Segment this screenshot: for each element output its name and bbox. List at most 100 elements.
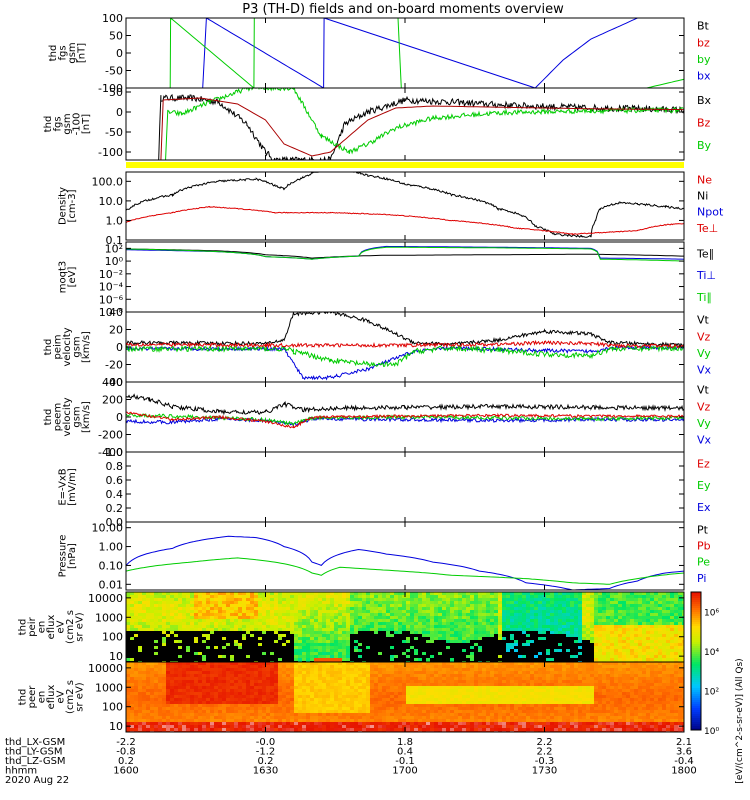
spec-cell xyxy=(482,634,486,637)
spec-cell xyxy=(210,725,214,728)
spec-cell xyxy=(174,662,178,665)
spec-cell xyxy=(550,592,554,595)
spec-cell xyxy=(298,649,302,652)
spec-cell xyxy=(606,628,610,631)
spec-cell xyxy=(230,619,234,622)
spec-cell xyxy=(334,728,338,731)
spec-cell xyxy=(150,592,154,595)
spec-cell xyxy=(126,634,130,637)
spec-cell xyxy=(298,707,302,710)
spec-cell xyxy=(426,607,430,610)
spec-cell xyxy=(150,671,154,674)
spec-cell xyxy=(286,692,290,695)
spec-cell xyxy=(418,598,422,601)
ylabel-line: [km/s] xyxy=(81,401,92,433)
spec-cell xyxy=(638,655,642,658)
spec-cell xyxy=(278,616,282,619)
spec-cell xyxy=(278,725,282,728)
spec-cell xyxy=(330,680,334,683)
spec-cell xyxy=(490,643,494,646)
spec-cell xyxy=(334,622,338,625)
spec-cell xyxy=(294,704,298,707)
spec-cell xyxy=(294,722,298,725)
spec-cell xyxy=(382,631,386,634)
spec-cell xyxy=(226,671,230,674)
spec-cell xyxy=(298,658,302,661)
spec-cell xyxy=(258,631,262,634)
spec-cell xyxy=(214,592,218,595)
spec-cell xyxy=(130,634,134,637)
spec-cell xyxy=(154,710,158,713)
spec-cell xyxy=(306,674,310,677)
spec-cell xyxy=(630,598,634,601)
spec-cell xyxy=(338,689,342,692)
spec-cell xyxy=(334,658,338,661)
spec-cell xyxy=(158,601,162,604)
spec-cell xyxy=(314,607,318,610)
spec-cell xyxy=(226,628,230,631)
spec-cell xyxy=(162,646,166,649)
spec-cell xyxy=(234,607,238,610)
spec-cell xyxy=(322,607,326,610)
spec-cell xyxy=(450,634,454,637)
spec-cell xyxy=(298,686,302,689)
spec-cell xyxy=(182,668,186,671)
spec-cell xyxy=(250,710,254,713)
spec-cell xyxy=(366,622,370,625)
spec-cell xyxy=(250,722,254,725)
spec-cell xyxy=(634,616,638,619)
spec-cell xyxy=(134,671,138,674)
spec-cell xyxy=(230,674,234,677)
spec-cell xyxy=(510,643,514,646)
spec-cell xyxy=(230,598,234,601)
spec-cell xyxy=(422,655,426,658)
spec-cell xyxy=(510,622,514,625)
spec-cell xyxy=(302,680,306,683)
spec-cell xyxy=(538,643,542,646)
spec-cell xyxy=(318,601,322,604)
spec-cell xyxy=(454,595,458,598)
spec-cell xyxy=(278,604,282,607)
spec-cell xyxy=(238,662,242,665)
spec-cell xyxy=(130,646,134,649)
spec-cell xyxy=(610,625,614,628)
spec-cell xyxy=(202,634,206,637)
spec-cell xyxy=(386,658,390,661)
spec-cell xyxy=(370,613,374,616)
spec-cell xyxy=(606,640,610,643)
spec-cell xyxy=(318,674,322,677)
spec-cell xyxy=(562,643,566,646)
spec-cell xyxy=(294,595,298,598)
spec-cell xyxy=(306,704,310,707)
spec-cell xyxy=(322,652,326,655)
spec-cell xyxy=(634,640,638,643)
spec-cell xyxy=(186,719,190,722)
spec-cell xyxy=(470,640,474,643)
spec-cell xyxy=(498,637,502,640)
spec-cell xyxy=(222,713,226,716)
spec-cell xyxy=(198,604,202,607)
spec-cell xyxy=(290,668,294,671)
spec-cell xyxy=(294,622,298,625)
spec-cell xyxy=(162,628,166,631)
spec-cell xyxy=(234,658,238,661)
legend-bz: bz xyxy=(697,36,710,49)
spec-cell xyxy=(298,728,302,731)
spec-cell xyxy=(250,668,254,671)
spec-cell xyxy=(210,671,214,674)
spec-cell xyxy=(614,649,618,652)
spec-cell xyxy=(358,610,362,613)
spec-cell xyxy=(662,625,666,628)
legend-Ey: Ey xyxy=(697,479,711,492)
spec-cell xyxy=(170,674,174,677)
spec-cell xyxy=(262,704,266,707)
spec-cell xyxy=(550,640,554,643)
spec-cell xyxy=(274,683,278,686)
spec-cell xyxy=(298,716,302,719)
spec-cell xyxy=(254,728,258,731)
spec-cell xyxy=(606,625,610,628)
spec-cell xyxy=(238,665,242,668)
spec-cell xyxy=(478,598,482,601)
spec-cell xyxy=(170,658,174,661)
spec-cell xyxy=(610,658,614,661)
